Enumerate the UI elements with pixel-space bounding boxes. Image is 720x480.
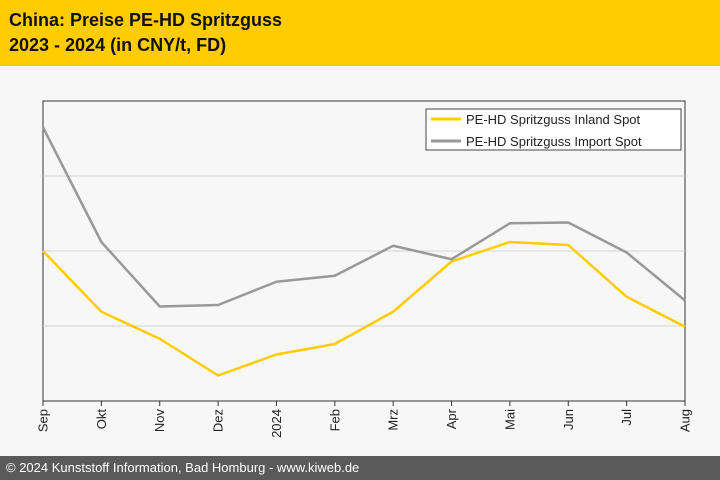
x-tick-label: Mrz — [386, 409, 401, 431]
series-line-import — [41, 126, 686, 308]
legend: PE-HD Spritzguss Inland Spot PE-HD Sprit… — [425, 108, 682, 151]
x-tick-label: Feb — [327, 409, 342, 431]
x-tick-label: Sep — [36, 409, 51, 432]
copyright-text: © 2024 Kunststoff Information, Bad Hombu… — [6, 460, 360, 475]
chart-subtitle: 2023 - 2024 (in CNY/t, FD) — [9, 35, 227, 55]
x-tick-label: Jun — [561, 409, 576, 430]
legend-box — [425, 108, 682, 151]
title-banner: China: Preise PE-HD Spritzguss 2023 - 20… — [0, 0, 720, 66]
legend-label-inland: PE-HD Spritzguss Inland Spot — [466, 112, 641, 127]
x-tick-label: Aug — [678, 409, 693, 432]
x-tick-label: Okt — [94, 409, 109, 430]
x-tick-label: Nov — [152, 409, 167, 433]
line-chart: Sep Okt Nov Dez 2024 Feb Mrz Apr Mai Jun Jul Aug PE… — [36, 100, 693, 438]
chart-title: China: Preise PE-HD Spritzguss — [9, 10, 283, 30]
series-line-inland — [42, 240, 686, 377]
x-tick-label: Mai — [502, 409, 517, 430]
x-tick-label: Jul — [619, 409, 634, 426]
x-tick-label: Apr — [444, 408, 459, 429]
x-tick-label: 2024 — [269, 409, 284, 438]
footer: © 2024 Kunststoff Information, Bad Hombu… — [0, 456, 720, 480]
legend-label-import: PE-HD Spritzguss Import Spot — [466, 134, 642, 149]
x-tick-label: Dez — [211, 409, 226, 432]
